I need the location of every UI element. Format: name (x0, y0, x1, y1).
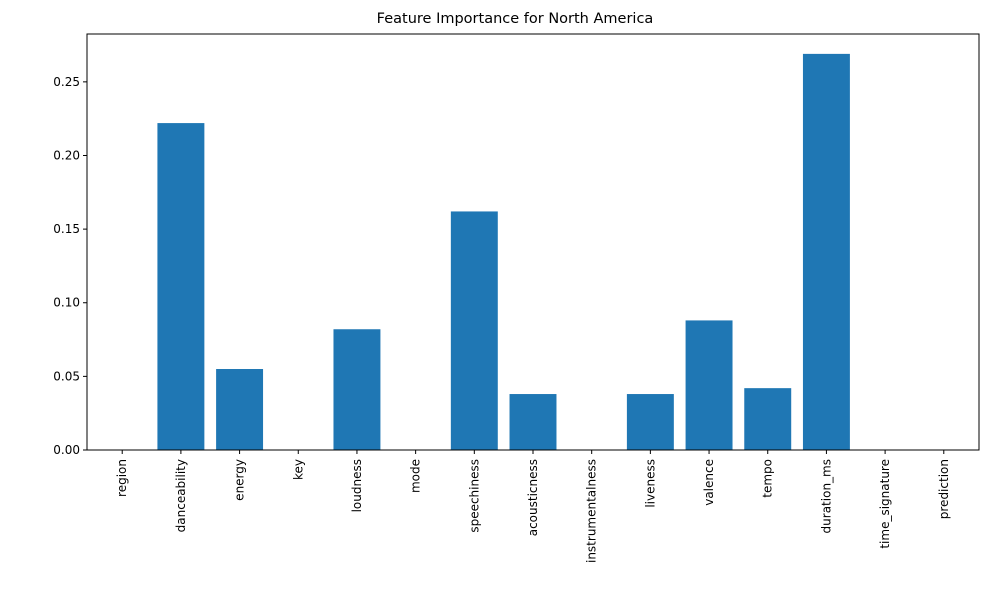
x-axis: region danceability energy key loudness mode s… (115, 450, 951, 563)
x-tick-label-speechiness: speechiness (467, 459, 481, 533)
bar-danceability (157, 123, 205, 450)
x-tick-label-tempo: tempo (761, 459, 775, 498)
y-axis: 0.00 0.05 0.10 0.15 0.20 0.25 (53, 75, 87, 457)
plot-frame (86, 33, 980, 451)
bar-speechiness (450, 211, 498, 450)
bar-liveness (626, 394, 674, 450)
y-tick-label: 0.20 (53, 148, 80, 162)
x-tick-label-key: key (291, 459, 305, 480)
bars-group (157, 53, 850, 451)
x-tick-label-duration_ms: duration_ms (819, 459, 833, 533)
x-tick-label-mode: mode (409, 459, 423, 493)
x-tick-label-liveness: liveness (643, 459, 657, 508)
bar-loudness (333, 329, 381, 450)
y-tick-label: 0.25 (53, 75, 80, 89)
x-tick-label-energy: energy (233, 459, 247, 501)
chart-title: Feature Importance for North America (377, 11, 654, 27)
x-tick-label-prediction: prediction (937, 459, 951, 519)
x-tick-label-time_signature: time_signature (878, 459, 892, 549)
x-tick-label-danceability: danceability (174, 459, 188, 532)
bar-valence (685, 320, 733, 450)
y-tick-label: 0.05 (53, 369, 80, 383)
bar-acousticness (509, 394, 557, 450)
bar-tempo (744, 388, 792, 450)
x-tick-label-loudness: loudness (350, 459, 364, 512)
x-tick-label-valence: valence (702, 459, 716, 506)
x-tick-label-instrumentalness: instrumentalness (585, 459, 599, 563)
y-tick-label: 0.00 (53, 443, 80, 457)
y-tick-label: 0.15 (53, 222, 80, 236)
x-tick-label-region: region (115, 459, 129, 497)
x-tick-label-acousticness: acousticness (526, 459, 540, 536)
bar-energy (216, 369, 264, 450)
y-tick-label: 0.10 (53, 296, 80, 310)
bar-duration_ms (802, 53, 850, 451)
